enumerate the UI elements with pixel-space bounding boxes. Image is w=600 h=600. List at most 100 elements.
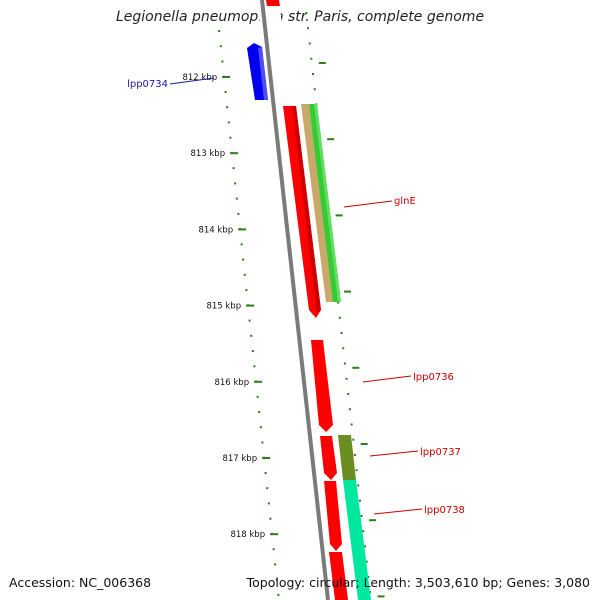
outer-dot — [353, 454, 356, 456]
gene-olive[interactable] — [338, 435, 356, 480]
outer-dot — [364, 545, 366, 548]
outer-dot — [350, 423, 353, 426]
outer-major-dash — [369, 519, 377, 522]
scale-tick — [270, 533, 279, 536]
ruler-dot — [253, 365, 256, 368]
scale-tick — [246, 304, 255, 307]
ruler-dot — [243, 273, 246, 276]
scale-tick — [222, 76, 231, 78]
ruler-dot — [240, 243, 243, 246]
ruler-dot — [242, 258, 245, 261]
gene-labels: lpp0734 glnE lpp0736 lpp0737 lpp0738 — [127, 79, 465, 516]
outer-dot — [307, 27, 309, 30]
ruler-dot — [245, 289, 248, 292]
gene-lpp0737[interactable] — [320, 436, 337, 480]
outer-dot — [367, 575, 370, 578]
ruler-dot — [275, 578, 278, 581]
ruler-dot — [237, 212, 240, 215]
gene-bottom-partial[interactable] — [329, 552, 348, 600]
outer-dot — [347, 393, 350, 395]
outer-dot — [348, 408, 351, 411]
ruler-dot — [232, 167, 235, 170]
scale-label: 816 kbp — [214, 378, 249, 388]
scale-tick — [262, 457, 271, 459]
label-lpp0736[interactable]: lpp0736 — [413, 372, 454, 383]
ruler-dot — [248, 319, 251, 322]
outer-dot — [308, 42, 311, 45]
scale-ruler: 812 kbp 813 kbp 814 kbp 815 kbp 816 kbp 817 k… — [182, 30, 280, 596]
scale-label: 815 kbp — [206, 302, 241, 312]
gene-lpp0736[interactable] — [311, 340, 333, 432]
gene-tan[interactable] — [301, 104, 334, 302]
outer-major-dash — [327, 138, 335, 141]
ruler-dot — [266, 487, 269, 490]
scale-label: 814 kbp — [198, 225, 233, 235]
map-title: Legionella pneumophila str. Paris, compl… — [115, 9, 485, 25]
label-connectors — [169, 77, 423, 515]
connector-lpp0737 — [369, 450, 419, 457]
ruler-dot — [221, 60, 224, 63]
outer-dot — [337, 301, 340, 304]
outer-major-dash — [344, 290, 351, 293]
scale-label: 812 kbp — [182, 73, 217, 83]
outer-dot — [343, 362, 346, 365]
scale-label: 817 kbp — [222, 454, 257, 464]
ruler-dot — [264, 472, 267, 474]
scale-label: 818 kbp — [230, 530, 265, 540]
gene-gln-e-shade — [292, 106, 321, 313]
gene-features — [247, 0, 371, 600]
label-lpp0737[interactable]: lpp0737 — [420, 447, 461, 458]
ruler-dot — [218, 30, 221, 32]
ruler-dot — [277, 593, 280, 596]
outer-dot — [362, 530, 365, 533]
scale-tick — [230, 152, 239, 155]
outer-dot — [312, 73, 314, 75]
ruler-dot — [274, 563, 277, 566]
ruler-dot — [258, 411, 261, 413]
label-lpp0738[interactable]: lpp0738 — [424, 505, 465, 516]
outer-dot — [340, 332, 343, 334]
gene-lpp0734-highlight — [258, 47, 268, 100]
ruler-dot — [219, 45, 222, 48]
label-gln-e[interactable]: glnE — [394, 196, 416, 207]
ruler-dot — [272, 548, 275, 551]
connector-lpp0736 — [362, 375, 412, 383]
outer-dot — [365, 560, 368, 563]
outer-major-dash — [335, 214, 343, 217]
outer-dot — [305, 12, 308, 14]
gene-top-partial[interactable] — [266, 0, 280, 6]
outer-dot — [338, 316, 341, 319]
gene-lpp0738[interactable] — [324, 481, 342, 551]
outer-dot — [342, 347, 345, 350]
scale-tick — [238, 228, 247, 231]
outer-major-dash — [318, 62, 326, 64]
gene-green-highlight — [314, 104, 341, 302]
accession-text: Accession: NC_006368 — [9, 575, 152, 590]
ruler-dot — [227, 121, 230, 124]
outer-major-dash — [352, 366, 360, 369]
ruler-dot — [234, 182, 237, 185]
ruler-dot — [259, 426, 262, 429]
outer-dot — [310, 57, 313, 60]
connector-gln-e — [343, 200, 393, 208]
outer-dot — [359, 499, 361, 502]
outer-dot — [360, 514, 363, 517]
scale-tick — [254, 380, 263, 383]
gene-spring[interactable] — [343, 480, 371, 600]
backbone-line — [260, 0, 330, 600]
ruler-dot — [250, 334, 253, 337]
outer-major-dash — [360, 443, 368, 445]
label-lpp0734[interactable]: lpp0734 — [127, 79, 168, 90]
outer-dot — [345, 377, 348, 380]
ruler-dot — [267, 502, 270, 505]
outer-dot — [352, 438, 355, 441]
ruler-dot — [261, 441, 264, 444]
outer-dot — [357, 484, 360, 487]
ruler-dot — [229, 136, 232, 139]
outer-dot — [355, 469, 358, 472]
connector-lpp0738 — [373, 508, 423, 515]
ruler-dot — [269, 517, 272, 520]
ruler-dot — [256, 395, 259, 398]
outer-dot — [313, 88, 316, 91]
